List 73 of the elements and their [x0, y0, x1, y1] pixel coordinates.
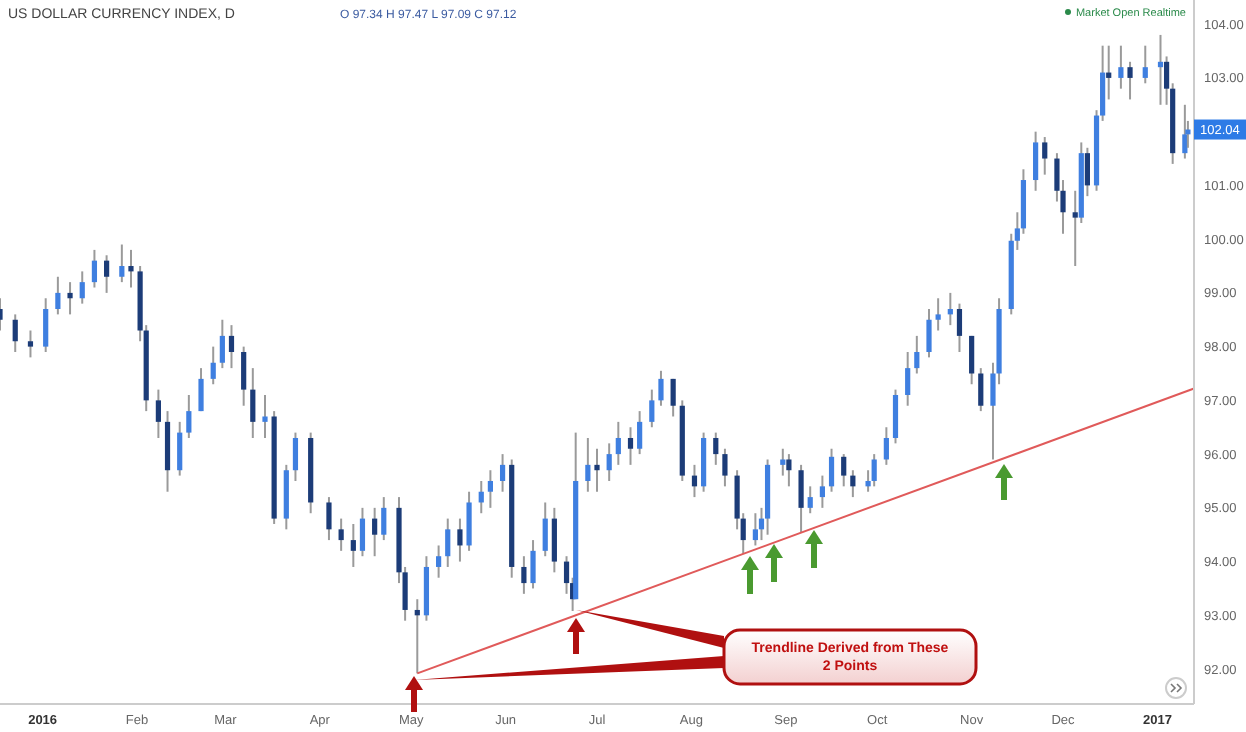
candlestick [43, 297, 49, 353]
candlestick [713, 431, 719, 466]
candlestick [359, 506, 366, 558]
candlestick [186, 393, 192, 439]
candlestick [292, 431, 299, 482]
candlestick [606, 442, 612, 482]
candlestick [91, 248, 98, 289]
candlestick [241, 345, 247, 407]
candlestick [1042, 136, 1048, 176]
candlestick [956, 302, 963, 353]
candlestick [55, 275, 61, 316]
candlestick [819, 474, 825, 509]
candlestick [372, 506, 378, 558]
candlestick [551, 506, 557, 574]
candlestick [892, 388, 899, 445]
candlestick [658, 369, 664, 407]
candlestick [978, 367, 984, 413]
candlestick [250, 367, 256, 439]
candlestick [594, 447, 600, 493]
candlestick [128, 248, 134, 289]
candlestick [67, 281, 73, 316]
candlestick [487, 469, 493, 509]
candlestick [436, 544, 442, 579]
candlestick [722, 447, 728, 488]
candlestick [1033, 130, 1039, 192]
candlestick [926, 308, 932, 359]
candlestick [1118, 44, 1124, 90]
candlestick [1084, 146, 1090, 198]
candlestick [905, 351, 911, 407]
candlestick [752, 512, 758, 547]
candlestick [786, 453, 792, 488]
candlestick [457, 517, 463, 563]
candlestick [338, 517, 344, 552]
candlestick [219, 318, 225, 370]
candlestick [326, 496, 332, 542]
candlestick [381, 496, 387, 542]
candlestick [79, 270, 85, 305]
candlestick [828, 447, 835, 493]
candlestick [935, 297, 941, 332]
candlestick [210, 345, 216, 386]
candlestick [521, 555, 527, 595]
candlestick [1142, 44, 1148, 85]
candlestick [969, 334, 975, 386]
candlestick [542, 501, 548, 558]
candlestick [841, 453, 847, 488]
candlestick [530, 539, 536, 590]
candlestick [104, 254, 110, 294]
candlestick [198, 367, 204, 413]
candlestick [1072, 189, 1078, 268]
candlestick [883, 426, 889, 466]
candlestick [12, 313, 18, 353]
candlestick [177, 420, 183, 477]
candlestick [780, 447, 786, 477]
candlestick [499, 453, 506, 493]
candlestick [627, 426, 634, 466]
candlestick [119, 243, 125, 284]
candlestick [615, 420, 621, 466]
candlestick [649, 388, 655, 429]
candlestick [350, 522, 356, 568]
candlestick [670, 377, 676, 418]
candlestick [445, 517, 451, 568]
candlestick [871, 453, 877, 488]
candlestick [262, 393, 268, 439]
candlestick [228, 324, 235, 370]
candlestick [807, 485, 813, 515]
candlestick [637, 410, 643, 456]
candlestick [798, 463, 804, 534]
candlestick [914, 334, 920, 375]
candlestick [466, 490, 472, 552]
candlestick [585, 436, 591, 493]
candlestick [155, 388, 161, 439]
candlestick [1127, 60, 1133, 101]
candlestick [27, 329, 34, 359]
